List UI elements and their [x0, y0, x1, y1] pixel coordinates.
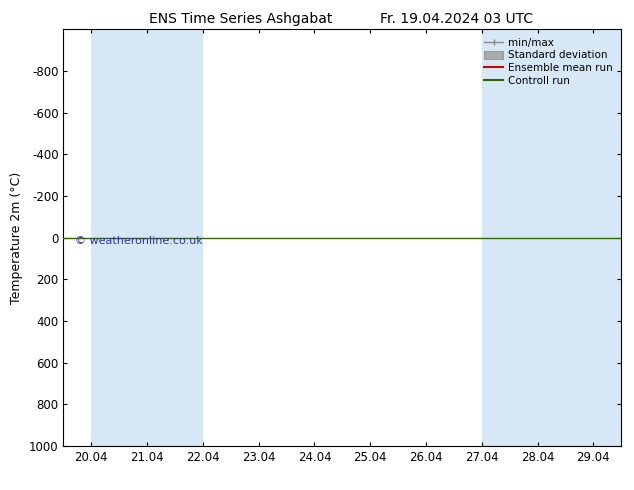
- Bar: [593, 29, 621, 446]
- Text: ENS Time Series Ashgabat: ENS Time Series Ashgabat: [149, 12, 333, 26]
- Text: Fr. 19.04.2024 03 UTC: Fr. 19.04.2024 03 UTC: [380, 12, 533, 26]
- Legend: min/max, Standard deviation, Ensemble mean run, Controll run: min/max, Standard deviation, Ensemble me…: [481, 35, 616, 89]
- Y-axis label: Temperature 2m (°C): Temperature 2m (°C): [10, 172, 23, 304]
- Bar: [91, 29, 203, 446]
- Text: © weatheronline.co.uk: © weatheronline.co.uk: [75, 236, 202, 245]
- Bar: [482, 29, 593, 446]
